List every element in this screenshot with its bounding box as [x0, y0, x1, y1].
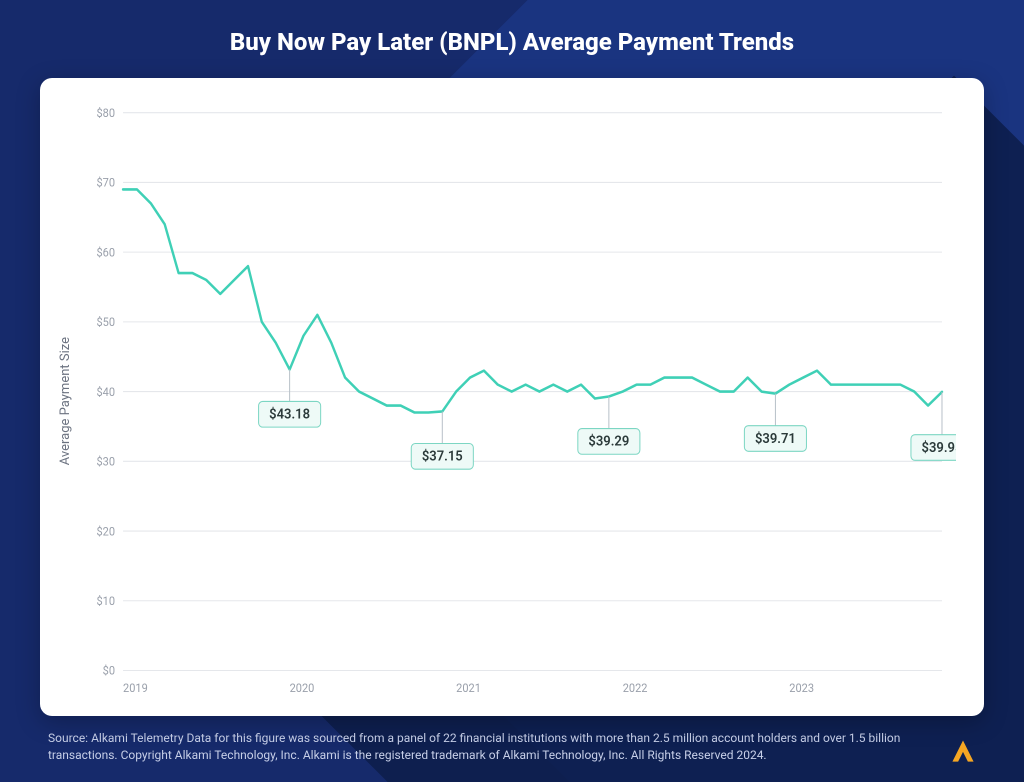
- page-title: Buy Now Pay Later (BNPL) Average Payment…: [40, 28, 984, 56]
- chart-svg: $0 $10 $20 $30 $40 $50 $60 $70 $80 2019 2020 2021 20…: [75, 102, 956, 700]
- svg-text:$39.29: $39.29: [588, 434, 629, 449]
- chart-card: Average Payment Size $0 $10 $20 $30 $40 $50 $6…: [40, 78, 984, 716]
- svg-text:$40: $40: [96, 385, 115, 399]
- svg-text:$0: $0: [103, 663, 115, 677]
- svg-text:$37.15: $37.15: [422, 449, 463, 464]
- y-axis-label: Average Payment Size: [56, 337, 75, 465]
- svg-text:$43.18: $43.18: [269, 407, 310, 422]
- svg-text:$10: $10: [96, 594, 115, 608]
- brand-logo-icon: [950, 738, 976, 764]
- svg-text:$50: $50: [96, 315, 115, 329]
- svg-text:2021: 2021: [456, 681, 481, 695]
- svg-text:$30: $30: [96, 454, 115, 468]
- svg-text:$60: $60: [96, 245, 115, 259]
- svg-text:2020: 2020: [290, 681, 315, 695]
- footer-source-text: Source: Alkami Telemetry Data for this f…: [48, 730, 932, 764]
- svg-text:2022: 2022: [623, 681, 648, 695]
- svg-text:$39.95: $39.95: [922, 440, 956, 455]
- svg-text:$70: $70: [96, 175, 115, 189]
- chart-plot-area: $0 $10 $20 $30 $40 $50 $60 $70 $80 2019 2020 2021 20…: [75, 102, 956, 700]
- content-wrap: Buy Now Pay Later (BNPL) Average Payment…: [0, 0, 1024, 782]
- footer: Source: Alkami Telemetry Data for this f…: [40, 716, 984, 764]
- svg-text:2023: 2023: [789, 681, 814, 695]
- svg-text:$80: $80: [96, 106, 115, 120]
- svg-text:$20: $20: [96, 524, 115, 538]
- svg-text:2019: 2019: [123, 681, 148, 695]
- svg-text:$39.71: $39.71: [755, 431, 796, 446]
